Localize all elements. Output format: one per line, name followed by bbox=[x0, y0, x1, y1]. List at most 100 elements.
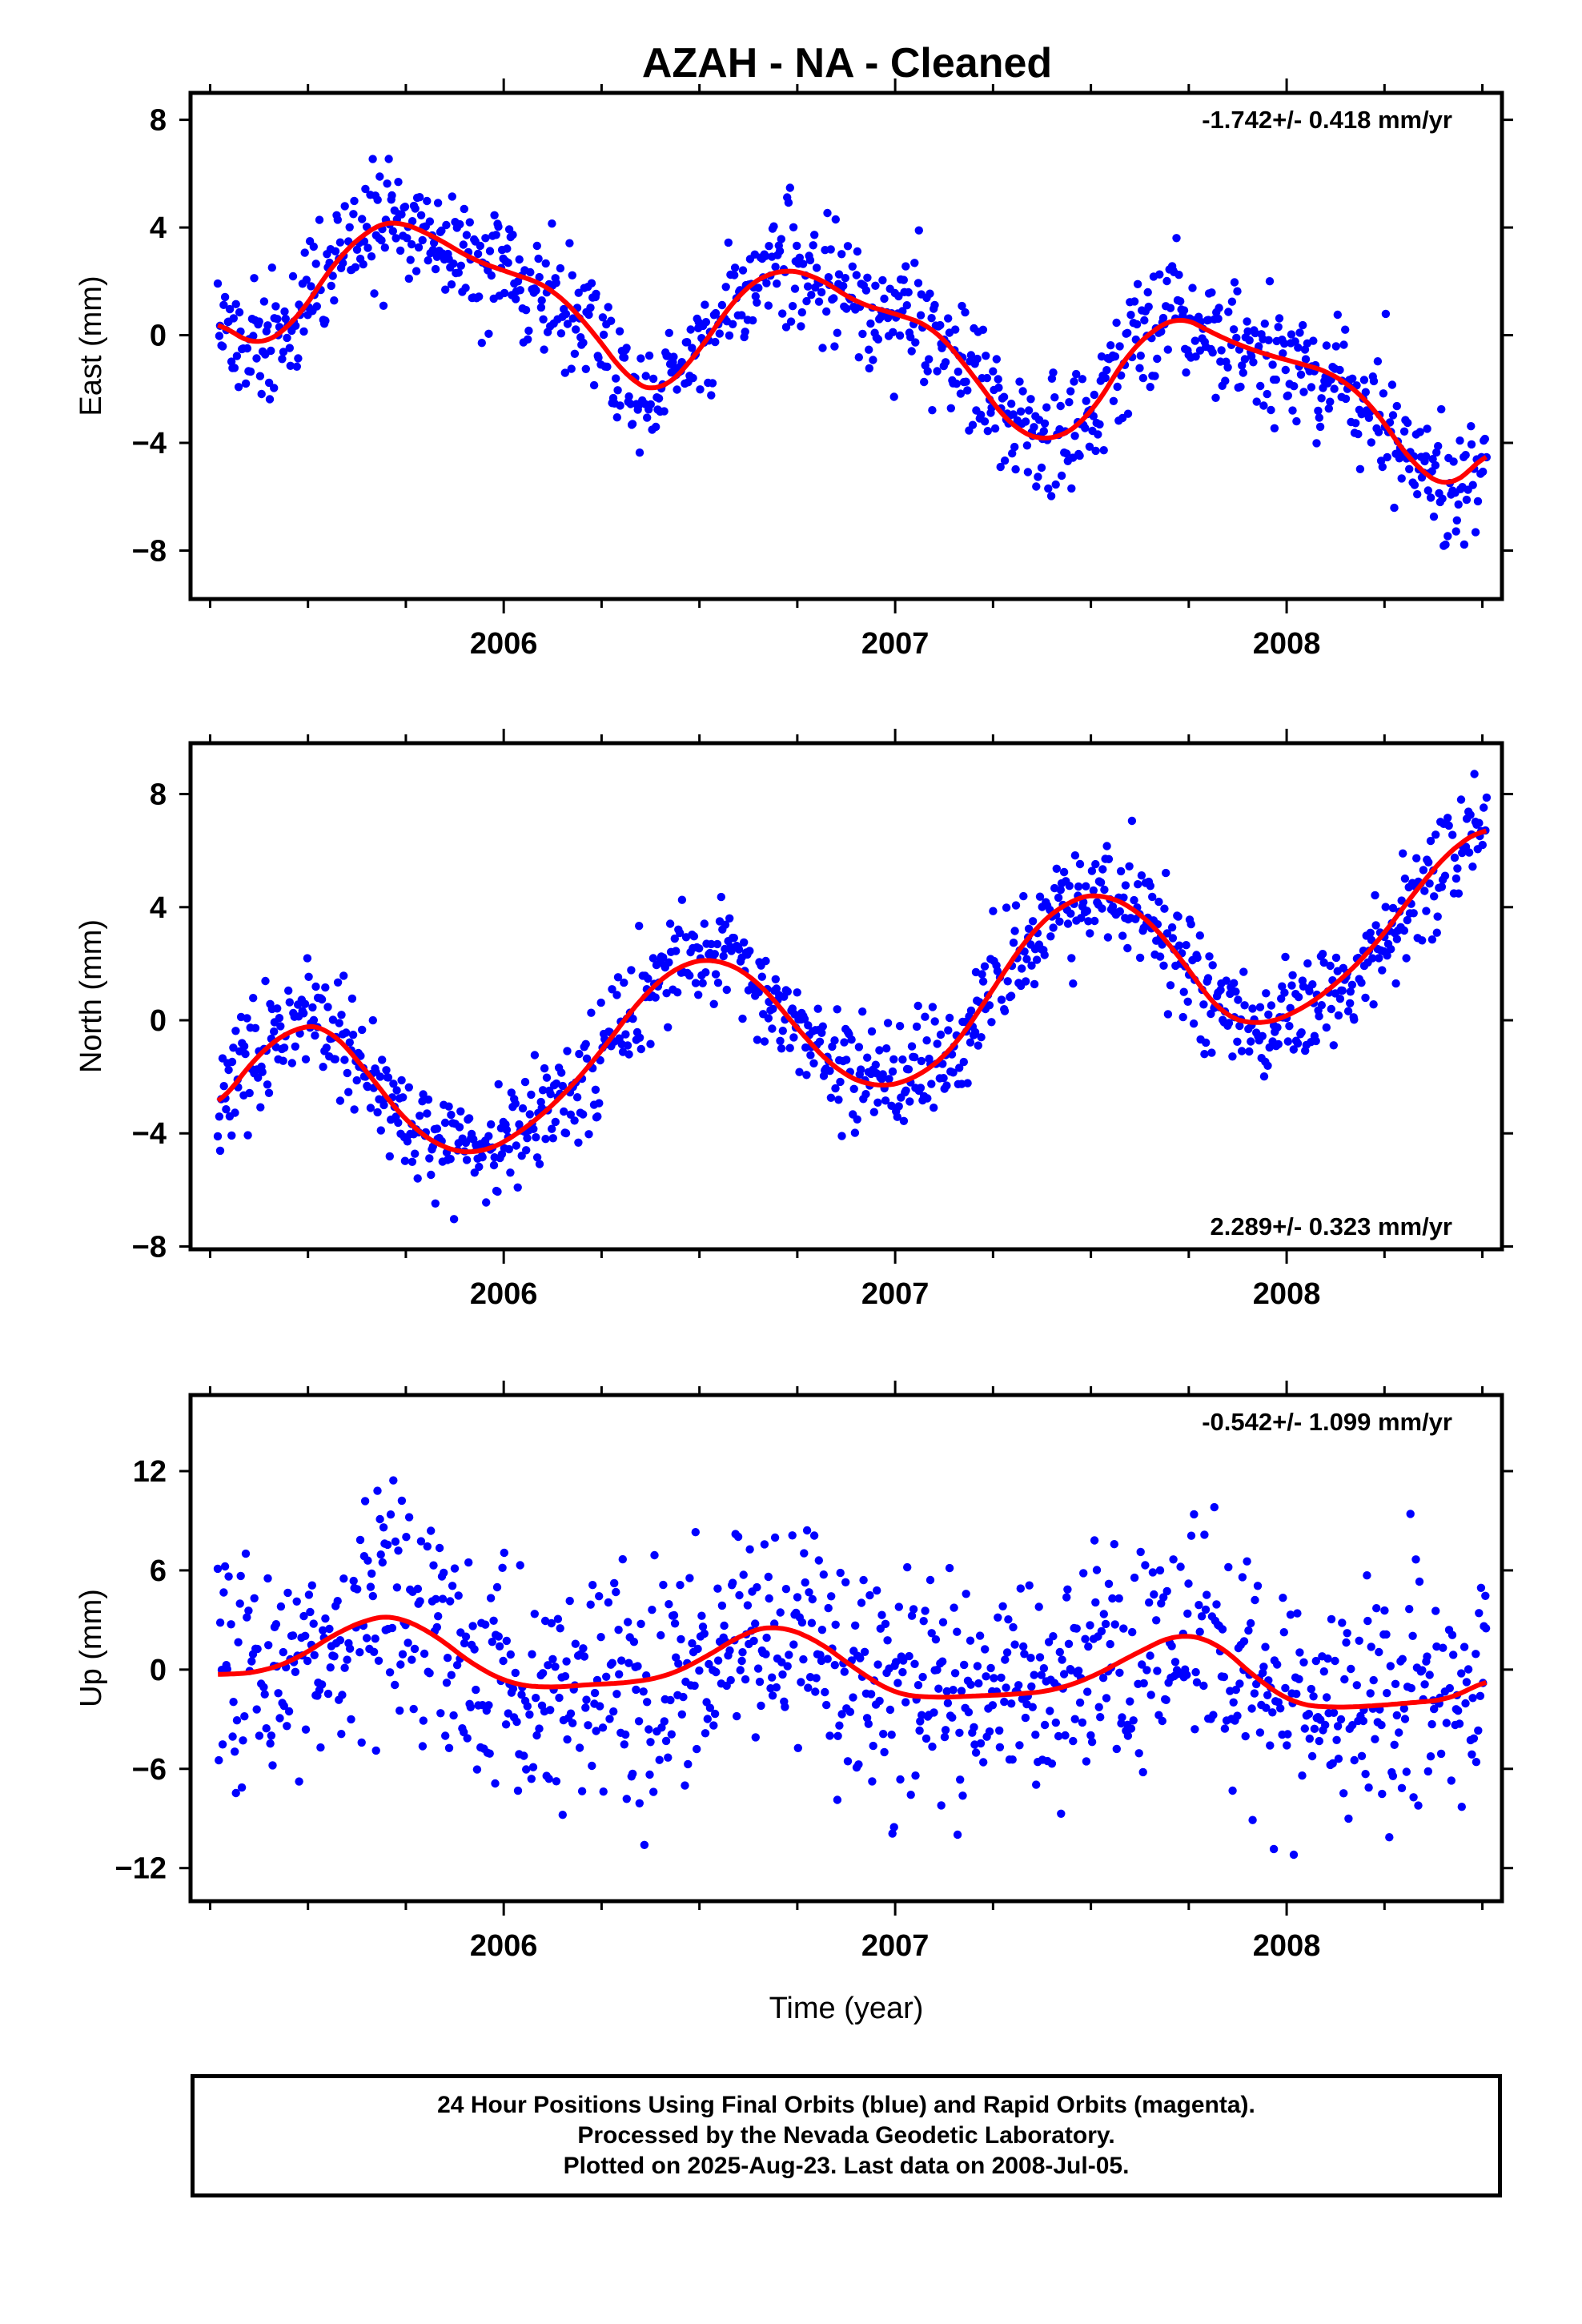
data-point bbox=[391, 1680, 400, 1690]
data-point bbox=[416, 1597, 424, 1606]
data-point bbox=[1402, 1767, 1411, 1776]
data-point bbox=[1315, 1736, 1324, 1746]
data-point bbox=[1475, 1609, 1484, 1618]
data-point bbox=[1482, 793, 1492, 802]
data-point bbox=[968, 420, 978, 429]
data-point bbox=[1240, 1001, 1249, 1010]
data-point bbox=[588, 1581, 597, 1590]
data-point bbox=[1259, 401, 1268, 410]
data-point bbox=[954, 368, 963, 376]
data-point bbox=[349, 210, 358, 219]
data-point bbox=[990, 1674, 998, 1683]
data-point bbox=[1386, 1662, 1395, 1671]
data-point bbox=[249, 994, 258, 1003]
data-point bbox=[1460, 540, 1469, 549]
data-point bbox=[736, 1666, 745, 1675]
data-point bbox=[399, 1093, 408, 1102]
data-point bbox=[512, 1717, 521, 1727]
data-point bbox=[1431, 1606, 1440, 1615]
data-point bbox=[508, 231, 517, 239]
data-point bbox=[856, 1654, 865, 1663]
y-tick-label: −6 bbox=[132, 1753, 167, 1787]
data-point bbox=[797, 308, 806, 317]
data-point bbox=[1307, 1684, 1316, 1694]
model-curve bbox=[216, 828, 1488, 1155]
data-point bbox=[1402, 954, 1411, 963]
data-point bbox=[473, 249, 483, 259]
data-point bbox=[1146, 383, 1154, 392]
data-point bbox=[284, 1707, 294, 1716]
data-point bbox=[961, 308, 970, 317]
data-point bbox=[1476, 1691, 1485, 1700]
data-point bbox=[830, 1661, 840, 1670]
data-point bbox=[1312, 439, 1321, 448]
data-point bbox=[427, 1170, 436, 1180]
data-point bbox=[1247, 1618, 1255, 1628]
data-point bbox=[235, 308, 244, 317]
data-point bbox=[1032, 1780, 1041, 1789]
data-point bbox=[1327, 1614, 1336, 1624]
data-point bbox=[1433, 912, 1442, 921]
data-point bbox=[1150, 372, 1159, 380]
data-point bbox=[643, 413, 652, 422]
data-point bbox=[936, 1030, 946, 1039]
data-point bbox=[960, 1660, 969, 1670]
data-point bbox=[973, 354, 982, 364]
data-point bbox=[1197, 1612, 1207, 1621]
data-point bbox=[1309, 336, 1318, 345]
data-point bbox=[563, 1735, 572, 1744]
data-point bbox=[319, 1063, 327, 1072]
data-point bbox=[599, 1787, 608, 1796]
data-point bbox=[1314, 406, 1323, 416]
data-point bbox=[1008, 1755, 1017, 1764]
data-point bbox=[279, 348, 288, 356]
data-point bbox=[985, 1001, 994, 1010]
data-point bbox=[1244, 1626, 1253, 1635]
data-point bbox=[1224, 308, 1233, 316]
data-point bbox=[1268, 360, 1277, 369]
data-point bbox=[1443, 814, 1452, 822]
data-point bbox=[517, 1691, 526, 1699]
data-point bbox=[901, 262, 910, 271]
data-point bbox=[1126, 1697, 1134, 1706]
data-point bbox=[337, 1011, 346, 1019]
data-point bbox=[982, 352, 990, 360]
data-point bbox=[476, 241, 484, 251]
data-point bbox=[520, 1077, 530, 1087]
data-point bbox=[1184, 1579, 1193, 1588]
data-point bbox=[1011, 901, 1021, 910]
data-point bbox=[885, 1705, 895, 1715]
data-point bbox=[544, 1661, 552, 1670]
data-point bbox=[311, 1031, 319, 1040]
data-point bbox=[1311, 1656, 1321, 1666]
data-point bbox=[1099, 1610, 1109, 1618]
data-point bbox=[962, 1590, 970, 1598]
data-point bbox=[327, 281, 335, 291]
data-point bbox=[1295, 1675, 1303, 1683]
data-point bbox=[711, 337, 720, 347]
data-point bbox=[1374, 428, 1383, 436]
data-point bbox=[536, 303, 546, 312]
data-point bbox=[532, 1133, 540, 1142]
data-point bbox=[475, 292, 484, 301]
data-point bbox=[522, 1146, 531, 1155]
data-point bbox=[979, 1758, 988, 1767]
data-point bbox=[264, 378, 274, 388]
data-point bbox=[1397, 1783, 1407, 1792]
data-point bbox=[1103, 933, 1113, 942]
data-point bbox=[1136, 352, 1146, 360]
data-point bbox=[1123, 1731, 1133, 1740]
data-point bbox=[854, 353, 864, 362]
data-point bbox=[504, 1709, 512, 1718]
data-point bbox=[1162, 868, 1170, 878]
data-point bbox=[228, 1732, 237, 1741]
data-point bbox=[224, 1572, 233, 1581]
data-point bbox=[281, 314, 290, 324]
data-point bbox=[677, 1710, 686, 1719]
data-point bbox=[1083, 1687, 1092, 1696]
data-point bbox=[425, 1154, 434, 1163]
data-point bbox=[397, 1076, 406, 1085]
data-point bbox=[231, 1108, 239, 1117]
data-point bbox=[1055, 1647, 1065, 1657]
data-point bbox=[1381, 309, 1391, 319]
